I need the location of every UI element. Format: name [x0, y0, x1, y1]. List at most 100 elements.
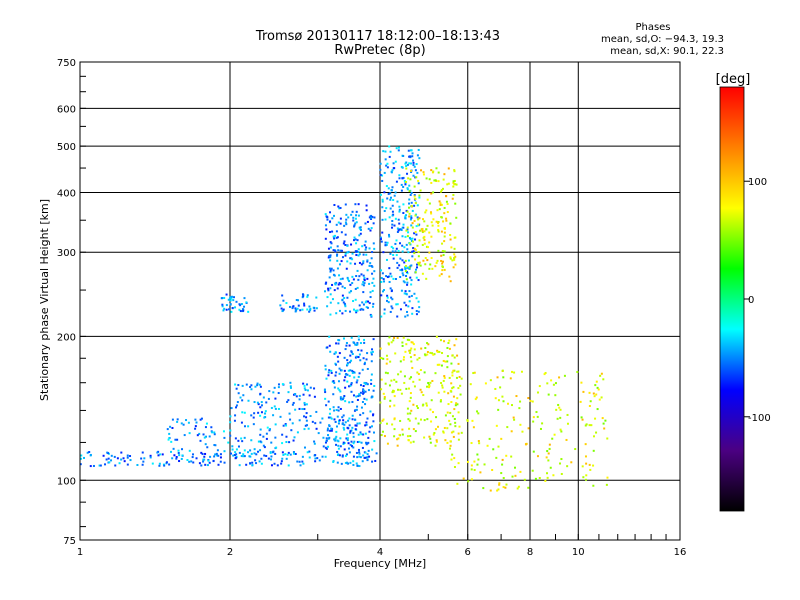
data-point: [225, 308, 228, 311]
data-point: [393, 404, 396, 407]
data-point: [425, 228, 428, 231]
data-point: [358, 226, 361, 229]
data-point: [346, 296, 349, 299]
data-point: [391, 307, 394, 310]
data-point: [345, 437, 348, 440]
data-point: [420, 169, 423, 172]
data-point: [451, 415, 454, 418]
data-point: [453, 183, 456, 186]
data-point: [398, 242, 401, 245]
data-point: [301, 408, 304, 411]
data-point: [446, 411, 449, 414]
data-point: [270, 455, 273, 458]
data-point: [425, 277, 428, 280]
data-point: [254, 385, 257, 388]
data-point: [589, 468, 592, 471]
data-point: [273, 386, 276, 389]
data-point: [237, 439, 240, 442]
data-point: [384, 382, 387, 385]
data-point: [422, 394, 425, 397]
data-point: [215, 452, 218, 455]
data-point: [285, 435, 288, 438]
data-point: [265, 401, 268, 404]
data-point: [294, 309, 297, 312]
data-point: [309, 386, 312, 389]
data-point: [371, 448, 374, 451]
data-point: [359, 413, 362, 416]
data-point: [238, 308, 241, 311]
data-point: [437, 171, 440, 174]
data-point: [196, 434, 199, 437]
data-point: [363, 279, 366, 282]
data-point: [380, 315, 383, 318]
data-point: [264, 412, 267, 415]
data-point: [243, 425, 246, 428]
data-point: [362, 274, 365, 277]
data-point: [452, 193, 455, 196]
data-point: [401, 433, 404, 436]
data-point: [414, 268, 417, 271]
data-point: [388, 145, 391, 148]
data-point: [325, 437, 328, 440]
data-point: [413, 195, 416, 198]
data-point: [453, 457, 456, 460]
data-point: [408, 215, 411, 218]
data-point: [329, 270, 332, 273]
data-point: [337, 447, 340, 450]
data-point: [552, 383, 555, 386]
data-point: [415, 163, 418, 166]
data-point: [408, 351, 411, 354]
data-point: [451, 354, 454, 357]
data-point: [294, 408, 297, 411]
data-point: [298, 419, 301, 422]
data-point: [339, 396, 342, 399]
data-point: [80, 454, 83, 457]
data-point: [363, 397, 366, 400]
data-point: [407, 305, 410, 308]
data-point: [520, 370, 523, 373]
data-point: [288, 305, 291, 308]
data-point: [412, 403, 415, 406]
data-point: [432, 191, 435, 194]
data-point: [423, 230, 426, 233]
data-point: [321, 417, 324, 420]
data-point: [396, 444, 399, 447]
data-point: [354, 250, 357, 253]
data-point: [440, 273, 443, 276]
data-point: [382, 251, 385, 254]
data-point: [373, 440, 376, 443]
data-point: [272, 414, 275, 417]
data-point: [423, 371, 426, 374]
data-point: [241, 384, 244, 387]
data-point: [419, 388, 422, 391]
data-point: [330, 369, 333, 372]
data-point: [210, 426, 213, 429]
data-point: [241, 411, 244, 414]
data-point: [396, 438, 399, 441]
data-point: [381, 200, 384, 203]
data-point: [204, 443, 207, 446]
data-point: [523, 478, 526, 481]
data-point: [410, 239, 413, 242]
data-point: [426, 353, 429, 356]
data-point: [582, 476, 585, 479]
data-point: [358, 451, 361, 454]
data-point: [325, 447, 328, 450]
data-point: [532, 420, 535, 423]
data-point: [356, 440, 359, 443]
data-point: [288, 412, 291, 415]
data-point: [263, 454, 266, 457]
data-point: [457, 362, 460, 365]
data-point: [462, 477, 465, 480]
data-point: [399, 360, 402, 363]
data-point: [345, 344, 348, 347]
data-point: [453, 169, 456, 172]
data-point: [453, 179, 456, 182]
data-point: [361, 283, 364, 286]
data-point: [521, 430, 524, 433]
data-point: [306, 383, 309, 386]
data-point: [453, 253, 456, 256]
data-point: [233, 419, 236, 422]
data-point: [339, 249, 342, 252]
data-point: [394, 191, 397, 194]
